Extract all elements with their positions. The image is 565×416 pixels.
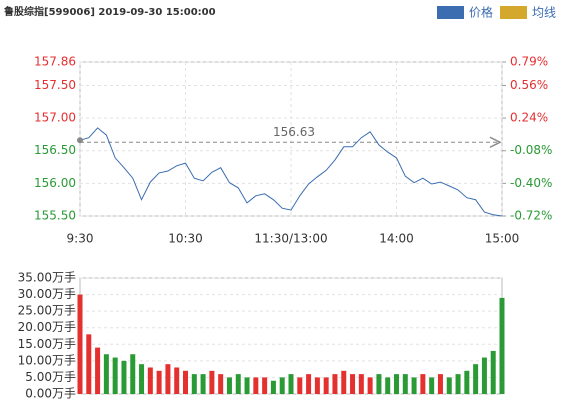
y-tick-label: 157.50 — [34, 78, 76, 92]
y-tick-label: 156.50 — [34, 143, 76, 157]
volume-bar — [262, 377, 268, 394]
y-tick-label: 157.86 — [34, 55, 76, 69]
volume-bar — [86, 334, 92, 394]
y-tick-label: 155.50 — [34, 209, 76, 223]
reference-label: 156.63 — [273, 125, 315, 139]
volume-bar — [95, 347, 101, 394]
volume-bar — [218, 374, 224, 394]
volume-bar — [402, 374, 408, 394]
y2-tick-label: 0.56% — [510, 78, 548, 92]
y2-tick-label: -0.40% — [510, 176, 552, 190]
volume-bar — [420, 374, 426, 394]
y-tick-label: 20.00万手 — [18, 320, 76, 334]
volume-bar — [376, 374, 382, 394]
x-tick-label: 11:30/13:00 — [254, 232, 327, 246]
reference-arrow — [489, 136, 502, 148]
y-tick-label: 10.00万手 — [18, 353, 76, 367]
volume-bar — [306, 374, 312, 394]
volume-bar — [156, 370, 162, 394]
volume-bar — [446, 377, 452, 394]
volume-bar — [112, 357, 118, 394]
volume-bar — [139, 364, 145, 394]
volume-bar — [350, 374, 356, 394]
legend-swatch — [500, 6, 527, 19]
volume-bar — [455, 374, 461, 394]
legend-label: 均线 — [532, 6, 556, 20]
y-tick-label: 5.00万手 — [25, 370, 76, 384]
volume-bar — [314, 377, 320, 394]
volume-bar — [200, 374, 206, 394]
volume-bar — [270, 380, 276, 394]
x-tick-label: 14:00 — [379, 232, 414, 246]
volume-bar — [77, 294, 83, 394]
volume-bar — [191, 374, 197, 394]
volume-bar — [279, 377, 285, 394]
volume-bar — [341, 370, 347, 394]
chart-title: 鲁股综指[599006] 2019-09-30 15:00:00 — [3, 5, 216, 18]
legend-label: 价格 — [469, 5, 493, 20]
volume-bar — [429, 377, 435, 394]
y-tick-label: 25.00万手 — [18, 304, 76, 318]
y2-tick-label: 0.79% — [510, 55, 548, 69]
volume-bar — [394, 374, 399, 394]
volume-bar — [121, 360, 127, 394]
y-tick-label: 0.00万手 — [25, 387, 76, 401]
volume-bar — [358, 374, 364, 394]
price-line — [79, 127, 503, 217]
volume-bar — [209, 370, 215, 394]
volume-bar — [183, 370, 188, 394]
volume-bar — [288, 374, 294, 394]
y-tick-label: 35.00万手 — [18, 271, 76, 285]
volume-bar — [499, 297, 505, 394]
volume-bar — [253, 377, 259, 394]
y2-tick-label: -0.08% — [510, 143, 552, 157]
volume-bar — [244, 377, 250, 394]
volume-bar — [174, 367, 180, 394]
start-dot — [77, 137, 83, 144]
volume-bar — [103, 354, 109, 394]
volume-bar — [297, 377, 303, 394]
y2-tick-label: 0.24% — [510, 111, 548, 125]
volume-bar — [473, 364, 479, 394]
x-tick-label: 10:30 — [168, 232, 203, 246]
volume-bar — [130, 354, 136, 394]
volume-bar — [226, 377, 232, 394]
volume-bar — [385, 377, 391, 394]
x-tick-label: 15:00 — [485, 232, 520, 246]
y2-tick-label: -0.72% — [510, 209, 552, 223]
x-tick-label: 9:30 — [67, 232, 94, 246]
volume-bar — [437, 374, 443, 394]
y-tick-label: 156.00 — [34, 176, 76, 190]
volume-bar — [411, 377, 417, 394]
volume-bar — [147, 367, 153, 394]
volume-bar — [323, 377, 329, 394]
y-tick-label: 157.00 — [34, 111, 76, 125]
volume-bar — [367, 377, 373, 394]
volume-bar — [481, 357, 487, 394]
y-tick-label: 30.00万手 — [18, 287, 76, 301]
legend-swatch — [437, 6, 464, 19]
volume-bar — [490, 350, 496, 394]
volume-bar — [165, 364, 171, 394]
volume-bar — [235, 374, 241, 394]
volume-bar — [332, 374, 338, 394]
volume-bar — [464, 370, 470, 394]
y-tick-label: 15.00万手 — [18, 337, 76, 351]
